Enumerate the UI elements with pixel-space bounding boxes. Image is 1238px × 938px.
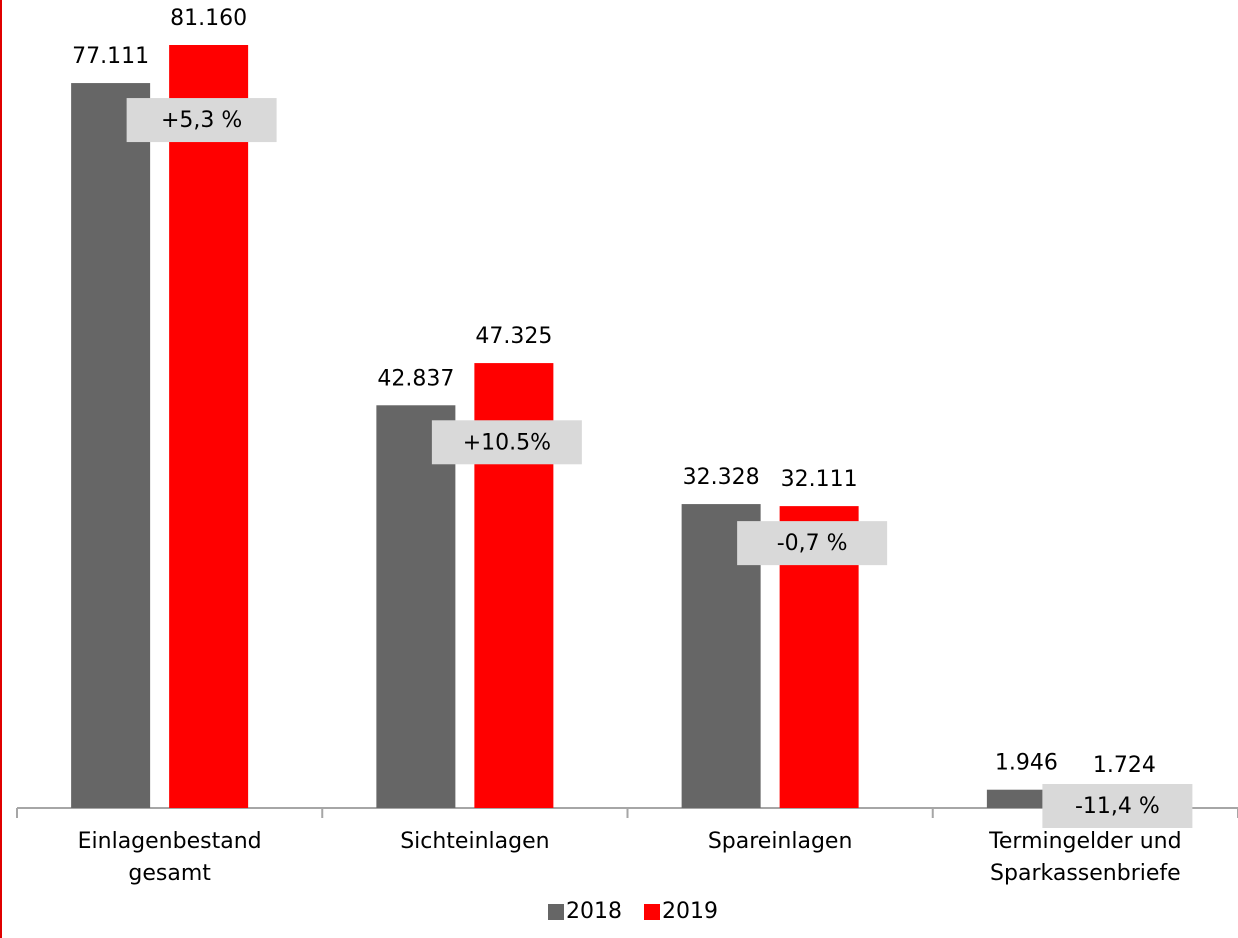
annotation-box (737, 521, 888, 566)
legend-swatch (644, 904, 660, 920)
annotation: -11,4 % (1075, 794, 1160, 819)
legend-label: 2018 (566, 899, 622, 924)
x-tick-label: Termingelder und Sparkassenbriefe (989, 829, 1182, 886)
annotation-box (126, 98, 277, 143)
value-label: 81.160 (170, 6, 247, 31)
annotation: +5,3 % (161, 108, 242, 133)
value-label: 1.724 (1093, 753, 1156, 778)
value-label: 47.325 (475, 324, 552, 349)
bar (169, 45, 249, 808)
value-label: 32.328 (683, 465, 760, 490)
bar (376, 405, 456, 808)
annotation-box (1042, 784, 1193, 828)
value-label: 1.946 (995, 751, 1058, 776)
x-tick-label: Einlagenbestand gesamt (77, 829, 262, 886)
value-label: 42.837 (377, 366, 454, 391)
value-label: 77.111 (72, 44, 149, 69)
value-label: 32.111 (781, 467, 858, 492)
legend-swatch (548, 904, 564, 920)
annotation-box (431, 420, 582, 465)
x-tick-label: Spareinlagen (707, 829, 853, 854)
x-tick-label: Sichteinlagen (400, 829, 550, 854)
bar (71, 83, 151, 809)
annotation: -0,7 % (777, 531, 848, 556)
legend-label: 2019 (662, 899, 718, 924)
annotation: +10.5% (463, 430, 551, 455)
